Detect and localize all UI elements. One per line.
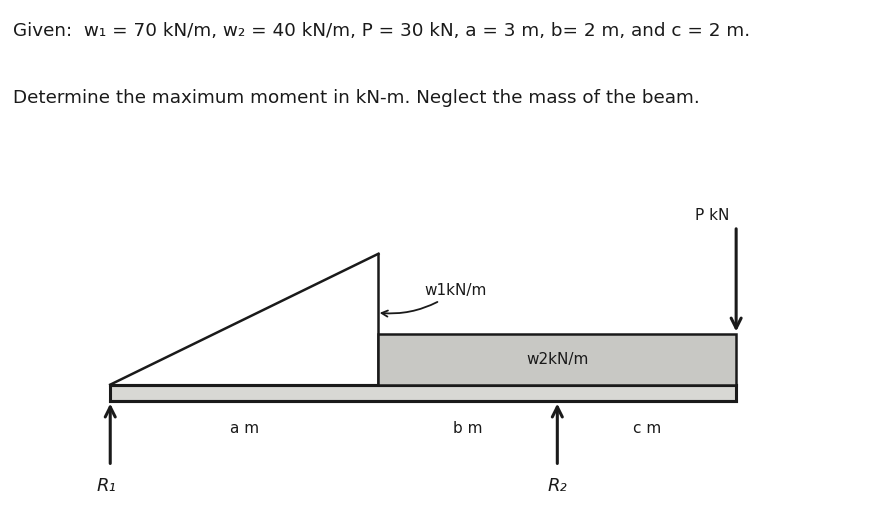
Text: R₁: R₁ (96, 477, 116, 495)
Text: Determine the maximum moment in kN-m. Neglect the mass of the beam.: Determine the maximum moment in kN-m. Ne… (13, 89, 700, 107)
Text: Given:  w₁ = 70 kN/m, w₂ = 40 kN/m, P = 30 kN, a = 3 m, b= 2 m, and c = 2 m.: Given: w₁ = 70 kN/m, w₂ = 40 kN/m, P = 3… (13, 22, 750, 39)
Text: R₂: R₂ (548, 477, 567, 495)
Text: a m: a m (229, 421, 259, 436)
Text: b m: b m (453, 421, 483, 436)
Text: P kN: P kN (695, 209, 730, 223)
Text: w1kN/m: w1kN/m (381, 283, 487, 317)
Bar (379, 334, 736, 385)
Bar (110, 385, 736, 401)
Text: c m: c m (633, 421, 661, 436)
Text: w2kN/m: w2kN/m (526, 352, 589, 367)
